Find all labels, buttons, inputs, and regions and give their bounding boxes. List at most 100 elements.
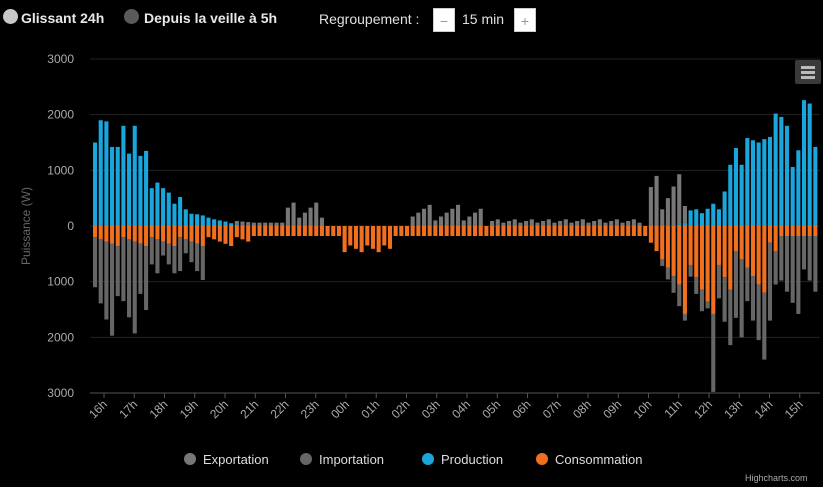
production-bar bbox=[682, 222, 687, 226]
x-tick-label: 16h bbox=[86, 397, 110, 421]
consommation-bar bbox=[773, 226, 778, 252]
legend-item-production[interactable]: Production bbox=[441, 452, 503, 467]
production-bar bbox=[212, 219, 217, 226]
consommation-bar bbox=[733, 226, 739, 252]
consommation-bar bbox=[762, 226, 767, 293]
consommation-bar bbox=[336, 226, 341, 237]
consommation-bar bbox=[297, 226, 302, 237]
consommation-bar bbox=[257, 226, 262, 237]
production-bar bbox=[144, 150, 149, 226]
x-tick-label: 09h bbox=[600, 397, 624, 421]
production-bar bbox=[189, 213, 194, 226]
consommation-bar bbox=[438, 226, 444, 237]
importation-bar bbox=[762, 292, 767, 360]
importation-bar bbox=[127, 239, 132, 318]
consommation-bar bbox=[728, 226, 733, 290]
consommation-bar bbox=[688, 226, 693, 265]
increment-button[interactable]: + bbox=[514, 8, 536, 32]
exportation-bar bbox=[444, 212, 449, 226]
exportation-bar bbox=[677, 174, 682, 225]
consommation-bar bbox=[620, 226, 625, 237]
consommation-bar bbox=[427, 226, 432, 237]
importation-bar bbox=[807, 236, 812, 281]
consommation-bar bbox=[801, 226, 807, 237]
radio-rolling-24h[interactable] bbox=[3, 9, 18, 24]
consommation-bar bbox=[212, 226, 217, 240]
y-tick-label: 1000 bbox=[47, 163, 74, 177]
production-bar bbox=[110, 146, 115, 226]
menu-icon[interactable] bbox=[795, 60, 821, 84]
consommation-bar bbox=[240, 226, 245, 240]
consommation-bar bbox=[711, 226, 716, 314]
x-tick-label: 08h bbox=[570, 397, 594, 421]
consommation-bar bbox=[694, 226, 699, 278]
importation-bar bbox=[671, 276, 676, 293]
x-tick-label: 20h bbox=[207, 397, 231, 421]
consommation-bar bbox=[280, 226, 285, 237]
exportation-bar bbox=[671, 186, 676, 226]
radio-rolling-label[interactable]: Glissant 24h bbox=[21, 10, 105, 26]
exportation-bar bbox=[280, 222, 285, 226]
radio-since-yesterday[interactable] bbox=[124, 9, 139, 24]
importation-bar bbox=[728, 289, 733, 346]
x-tick-label: 13h bbox=[721, 397, 745, 421]
exportation-bar bbox=[575, 220, 580, 226]
x-tick-label: 19h bbox=[177, 397, 201, 421]
exportation-bar bbox=[512, 219, 517, 226]
exportation-bar bbox=[563, 219, 568, 226]
consommation-bar bbox=[285, 226, 290, 237]
production-bar bbox=[671, 225, 676, 226]
production-bar bbox=[155, 182, 160, 226]
consommation-bar bbox=[461, 226, 466, 237]
importation-bar bbox=[200, 246, 205, 280]
credits[interactable]: Highcharts.com bbox=[745, 473, 808, 483]
production-bar bbox=[784, 125, 790, 226]
production-bar bbox=[790, 166, 795, 226]
consommation-bar bbox=[444, 226, 449, 237]
consommation-bar bbox=[189, 226, 194, 242]
importation-bar bbox=[677, 284, 682, 307]
consommation-bar bbox=[467, 226, 472, 237]
exportation-bar bbox=[285, 207, 290, 226]
consommation-bar bbox=[490, 226, 495, 237]
exportation-bar bbox=[478, 208, 483, 226]
legend-item-exportation[interactable]: Exportation bbox=[203, 452, 269, 467]
consommation-bar bbox=[563, 226, 568, 237]
production-bar bbox=[813, 146, 818, 226]
production-bar bbox=[206, 217, 211, 226]
controls-bar: Glissant 24h Depuis la veille à 5h Regro… bbox=[0, 0, 823, 40]
radio-since-label[interactable]: Depuis la veille à 5h bbox=[144, 10, 278, 26]
x-tick-label: 00h bbox=[328, 397, 352, 421]
production-bar bbox=[733, 148, 739, 226]
importation-bar bbox=[688, 264, 693, 277]
legend-item-consommation[interactable]: Consommation bbox=[555, 452, 642, 467]
consommation-bar bbox=[473, 226, 478, 237]
exportation-bar bbox=[308, 207, 313, 226]
consommation-bar bbox=[682, 226, 687, 314]
production-bar bbox=[750, 140, 756, 226]
consommation-bar bbox=[274, 226, 279, 237]
consommation-bar bbox=[234, 226, 239, 238]
x-tick-label: 17h bbox=[116, 397, 140, 421]
importation-bar bbox=[178, 237, 183, 272]
consommation-bar bbox=[813, 226, 818, 237]
x-tick-label: 23h bbox=[298, 397, 322, 421]
production-bar bbox=[711, 203, 716, 226]
decrement-button[interactable]: − bbox=[433, 8, 455, 32]
legend-item-importation[interactable]: Importation bbox=[319, 452, 384, 467]
consommation-bar bbox=[558, 226, 563, 237]
exportation-bar bbox=[234, 220, 239, 225]
x-tick-label: 10h bbox=[631, 397, 655, 421]
consommation-bar bbox=[807, 226, 812, 237]
production-bar bbox=[767, 136, 773, 226]
importation-bar bbox=[716, 264, 721, 299]
exportation-bar bbox=[603, 222, 608, 226]
consommation-bar bbox=[206, 226, 211, 238]
exportation-bar bbox=[251, 222, 256, 226]
consommation-bar bbox=[302, 226, 307, 237]
consommation-bar bbox=[404, 226, 410, 237]
consommation-bar bbox=[699, 226, 704, 290]
legend-marker-importation bbox=[300, 453, 312, 465]
consommation-bar bbox=[648, 226, 653, 243]
consommation-bar bbox=[421, 226, 427, 237]
